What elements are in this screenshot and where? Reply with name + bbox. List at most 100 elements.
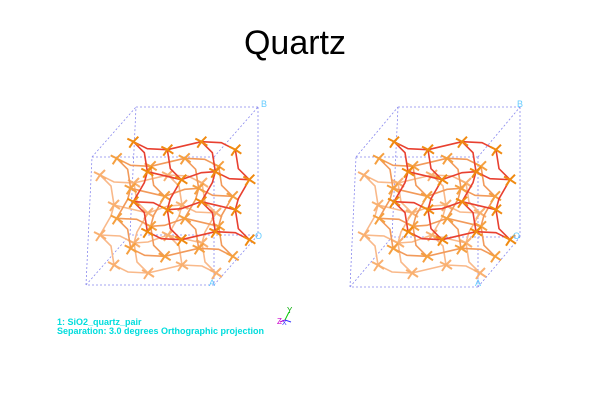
si-bond: [397, 242, 405, 248]
si-bond: [196, 141, 203, 149]
bond: [377, 204, 413, 214]
cell-edge: [477, 106, 521, 158]
si-bond: [446, 152, 453, 160]
bond: [393, 141, 409, 172]
si-bond: [107, 261, 115, 266]
si-bond: [234, 208, 242, 215]
si-bond: [183, 152, 191, 160]
si-bond: [109, 204, 115, 212]
si-bond: [196, 201, 203, 209]
si-bond: [198, 247, 206, 254]
si-bond: [505, 239, 511, 247]
si-bond: [427, 203, 434, 211]
si-bond: [146, 225, 154, 233]
si-bond: [425, 171, 433, 176]
axis-icon: Y Z X: [277, 306, 293, 327]
si-bond: [455, 197, 463, 203]
si-bond: [388, 247, 394, 255]
si-bond: [181, 264, 189, 270]
si-bond: [459, 239, 467, 244]
cell-edge: [213, 234, 259, 286]
si-bond: [479, 207, 486, 214]
si-bond: [460, 182, 467, 190]
si-bond: [160, 205, 168, 211]
si-bond: [495, 143, 502, 151]
bond: [441, 170, 477, 181]
si-bond: [427, 143, 434, 151]
si-bond: [231, 190, 239, 198]
si-bond: [363, 174, 371, 180]
si-bond: [248, 233, 256, 241]
si-bond: [214, 170, 222, 177]
si-bond: [473, 269, 481, 274]
si-bond: [479, 272, 487, 278]
bond: [147, 170, 182, 181]
si-bond: [198, 187, 206, 194]
bond: [465, 182, 481, 214]
si-bond: [403, 171, 409, 179]
si-bond: [475, 230, 483, 237]
si-bond: [359, 234, 365, 242]
si-bond: [435, 235, 443, 241]
si-bond: [437, 179, 443, 187]
si-bond: [465, 177, 472, 184]
bond: [411, 264, 447, 274]
si-bond: [461, 135, 468, 143]
si-bond: [456, 187, 462, 195]
si-bond: [460, 247, 468, 254]
si-bond: [159, 195, 166, 203]
bond: [184, 157, 200, 189]
si-bond: [412, 160, 419, 168]
si-bond: [426, 190, 433, 198]
bond: [480, 195, 496, 227]
bond: [234, 149, 250, 181]
si-bond: [446, 212, 453, 220]
si-bond: [427, 174, 433, 182]
si-bond: [200, 195, 208, 203]
si-bond: [141, 269, 149, 274]
si-bond: [407, 225, 414, 233]
si-bond: [411, 267, 418, 274]
si-bond: [371, 201, 379, 206]
si-bond: [93, 171, 101, 176]
si-bond: [420, 192, 428, 198]
title: Quartz: [244, 24, 346, 62]
si-bond: [178, 154, 186, 160]
bond: [147, 264, 183, 274]
si-bond: [111, 217, 118, 225]
si-bond: [201, 177, 208, 184]
si-bond: [377, 259, 384, 266]
si-bond: [125, 187, 132, 195]
si-bond: [474, 162, 482, 168]
si-bond: [387, 137, 395, 143]
si-bond: [227, 195, 234, 203]
cell-edge: [85, 156, 93, 286]
bond: [116, 157, 132, 189]
si-bond: [227, 255, 234, 263]
si-bond: [422, 195, 428, 203]
si-bond: [423, 209, 429, 217]
si-bond: [183, 212, 191, 220]
si-bond: [441, 238, 449, 245]
si-bond: [230, 209, 237, 217]
si-bond: [454, 184, 462, 190]
si-bond: [146, 230, 154, 237]
si-bond: [475, 170, 483, 177]
si-bond: [248, 173, 256, 181]
si-bond: [422, 255, 428, 263]
si-bond: [93, 231, 101, 236]
si-bond: [475, 212, 481, 220]
si-bond: [435, 175, 443, 181]
si-bond: [465, 242, 473, 248]
bond: [234, 209, 250, 241]
si-bond: [459, 179, 467, 184]
bond: [201, 212, 217, 244]
si-bond: [445, 264, 453, 270]
bond: [378, 157, 394, 189]
si-bond: [461, 140, 469, 147]
si-bond: [142, 231, 149, 239]
si-bond: [386, 184, 394, 190]
bond: [465, 212, 481, 244]
cell-edge: [349, 236, 393, 288]
